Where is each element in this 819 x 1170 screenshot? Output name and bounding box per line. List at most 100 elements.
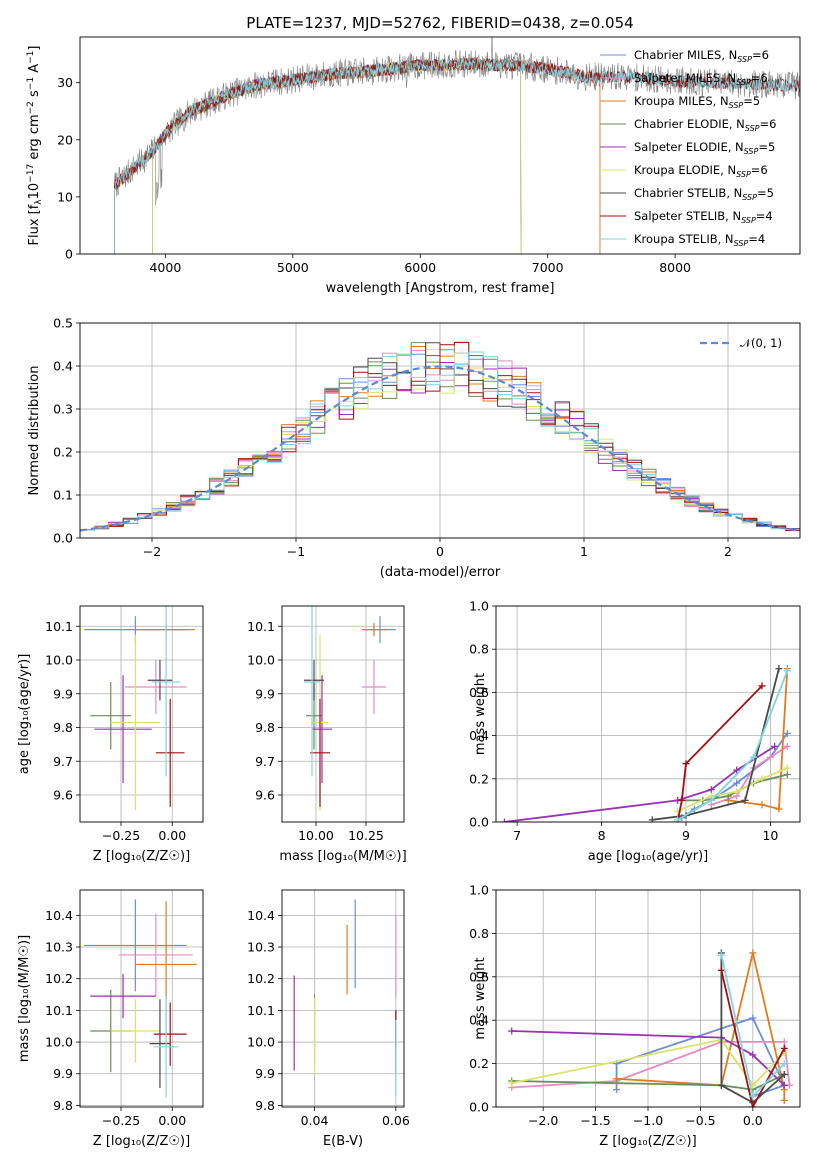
y-tick-label: 10.4 <box>45 908 73 923</box>
legend-sub: SSP <box>734 239 749 248</box>
y-tick-label: 0.0 <box>469 815 489 830</box>
y-tick-label: 0.5 <box>53 316 73 331</box>
legend-sub: SSP <box>745 124 760 133</box>
x-tick-label: −2.0 <box>528 1113 558 1128</box>
weight-marker <box>717 966 725 974</box>
y-axis-label-part: −1 <box>26 77 36 90</box>
model-spectrum-line <box>114 57 601 254</box>
y-tick-label: 0.0 <box>469 1100 489 1115</box>
x-tick-label: 0.00 <box>158 1113 186 1128</box>
y-tick-label: 9.7 <box>53 754 73 769</box>
weight-marker <box>733 788 741 796</box>
y-tick-label: 10 <box>57 189 73 204</box>
normal-reference-curve <box>80 365 800 532</box>
y-tick-label: 0.8 <box>469 926 489 941</box>
axes-mass-vs-Z: −0.25 0.00 9.8 9.9 10.0 10.1 10.2 10.3 10.4 Z [lo… <box>17 889 204 1149</box>
x-tick-label: 4000 <box>149 260 181 275</box>
weight-line <box>711 745 788 806</box>
legend-suffix: =5 <box>758 140 775 154</box>
legend-entry: Chabrier ELODIE, NSSP=6 <box>634 117 776 133</box>
weight-marker <box>749 1092 757 1100</box>
x-tick-label: 7000 <box>532 260 564 275</box>
legend-label: Kroupa MILES, N <box>634 94 729 108</box>
y-tick-label: 9.8 <box>255 720 275 735</box>
weight-marker <box>775 805 783 813</box>
x-tick-label: −2 <box>143 544 161 559</box>
x-axis-label: (data-model)/error <box>380 565 501 580</box>
x-tick-label: −1.5 <box>580 1113 610 1128</box>
x-axis-label: mass [log₁₀(M/M☉)] <box>279 849 406 864</box>
y-tick-label: 10.0 <box>247 653 275 668</box>
weight-marker <box>750 753 758 761</box>
axes-weight-vs-Z: −2.0 −1.5 −1.0 −0.5 0.0 0.0 0.2 0.4 0.6 0.8 1.0 Z [… <box>469 883 801 1149</box>
axes-weight-vs-age: 7 8 9 10 0.0 0.2 0.4 0.6 0.8 1.0 age [log₁₀(age/yr… <box>469 599 801 864</box>
x-tick-label: −0.25 <box>102 1113 140 1128</box>
legend-entry: Kroupa MILES, NSSP=5 <box>634 94 760 110</box>
weight-marker <box>749 949 757 957</box>
y-axis-label-part: A <box>27 64 42 77</box>
x-tick-label: 10 <box>762 828 778 843</box>
legend-sub: SSP <box>736 170 751 179</box>
weight-marker <box>749 1103 757 1107</box>
axes-age-vs-Z: −0.25 0.00 9.6 9.7 9.8 9.9 10.0 10.1 Z [log₁₀(Z/… <box>17 605 204 864</box>
legend-suffix: =5 <box>757 186 774 200</box>
y-axis-label-part: s <box>27 90 42 101</box>
legend-entry: Chabrier STELIB, NSSP=5 <box>634 186 774 202</box>
legend-entry: Salpeter ELODIE, NSSP=5 <box>634 140 775 156</box>
weight-marker <box>733 766 741 774</box>
legend-label: Chabrier ELODIE, N <box>634 117 745 131</box>
y-tick-label: 10.4 <box>247 908 275 923</box>
axes-frame <box>79 36 801 255</box>
weight-marker <box>733 779 741 787</box>
axes-frame <box>79 322 801 539</box>
legend-entry: Salpeter MILES, NSSP=6 <box>634 71 768 87</box>
x-axis-label: age [log₁₀(age/yr)] <box>588 849 709 864</box>
legend-sub: SSP <box>741 216 756 225</box>
legend-label: Chabrier MILES, N <box>634 48 737 62</box>
y-tick-label: 0.2 <box>469 771 489 786</box>
x-tick-label: 2 <box>724 544 732 559</box>
y-tick-label: 20 <box>57 132 73 147</box>
x-axis-label: Z [log₁₀(Z/Z☉)] <box>93 1134 190 1149</box>
axes-frame <box>495 605 801 823</box>
legend-entry: Salpeter STELIB, NSSP=4 <box>634 209 773 225</box>
x-tick-label: 0.06 <box>382 1113 410 1128</box>
axes-residuals: −2 −1 0 1 2 0.0 0.1 0.2 0.3 0.4 0.5 𝒩(0, 1) (data-mo… <box>27 316 801 580</box>
y-tick-label: 0.4 <box>469 728 489 743</box>
axes-frame <box>281 889 405 1108</box>
weight-marker <box>648 816 656 822</box>
y-tick-label: 9.9 <box>53 1066 73 1081</box>
weight-marker <box>613 1086 621 1094</box>
y-tick-label: 0.4 <box>53 359 73 374</box>
legend-sub: SSP <box>742 193 757 202</box>
weight-line <box>677 670 789 821</box>
weight-marker <box>758 682 766 690</box>
y-tick-label: 10.0 <box>45 1035 73 1050</box>
y-tick-label: 30 <box>57 75 73 90</box>
plot-area-weight-vs-age <box>500 665 791 822</box>
legend-label: Chabrier STELIB, N <box>634 186 742 200</box>
weight-line <box>511 1038 785 1087</box>
y-tick-label: 0.6 <box>469 969 489 984</box>
weight-marker <box>758 775 766 783</box>
weight-marker <box>707 796 715 804</box>
legend-sub: SSP <box>737 55 752 64</box>
y-tick-label: 9.6 <box>53 788 73 803</box>
y-tick-label: 9.9 <box>255 686 275 701</box>
axes-age-vs-mass: 10.00 10.25 9.6 9.7 9.8 9.9 10.0 10.1 mass [log₁… <box>247 605 407 864</box>
y-tick-label: 10.0 <box>247 1035 275 1050</box>
legend-suffix: =6 <box>760 117 777 131</box>
axes-frame <box>281 605 405 823</box>
legend-entry: Kroupa STELIB, NSSP=4 <box>634 232 765 248</box>
axes-spectrum: 4000 5000 6000 7000 8000 0 10 20 30 Chabrier MILE… <box>26 14 801 296</box>
legend-label: Kroupa ELODIE, N <box>634 163 736 177</box>
y-tick-label: 10.0 <box>45 653 73 668</box>
weight-marker <box>749 1051 757 1059</box>
histogram-step <box>80 351 800 531</box>
model-spectrum-line <box>152 57 522 254</box>
y-axis-label-part: erg cm <box>27 114 42 163</box>
legend-suffix: =5 <box>743 94 760 108</box>
y-tick-label: 10.1 <box>247 619 275 634</box>
